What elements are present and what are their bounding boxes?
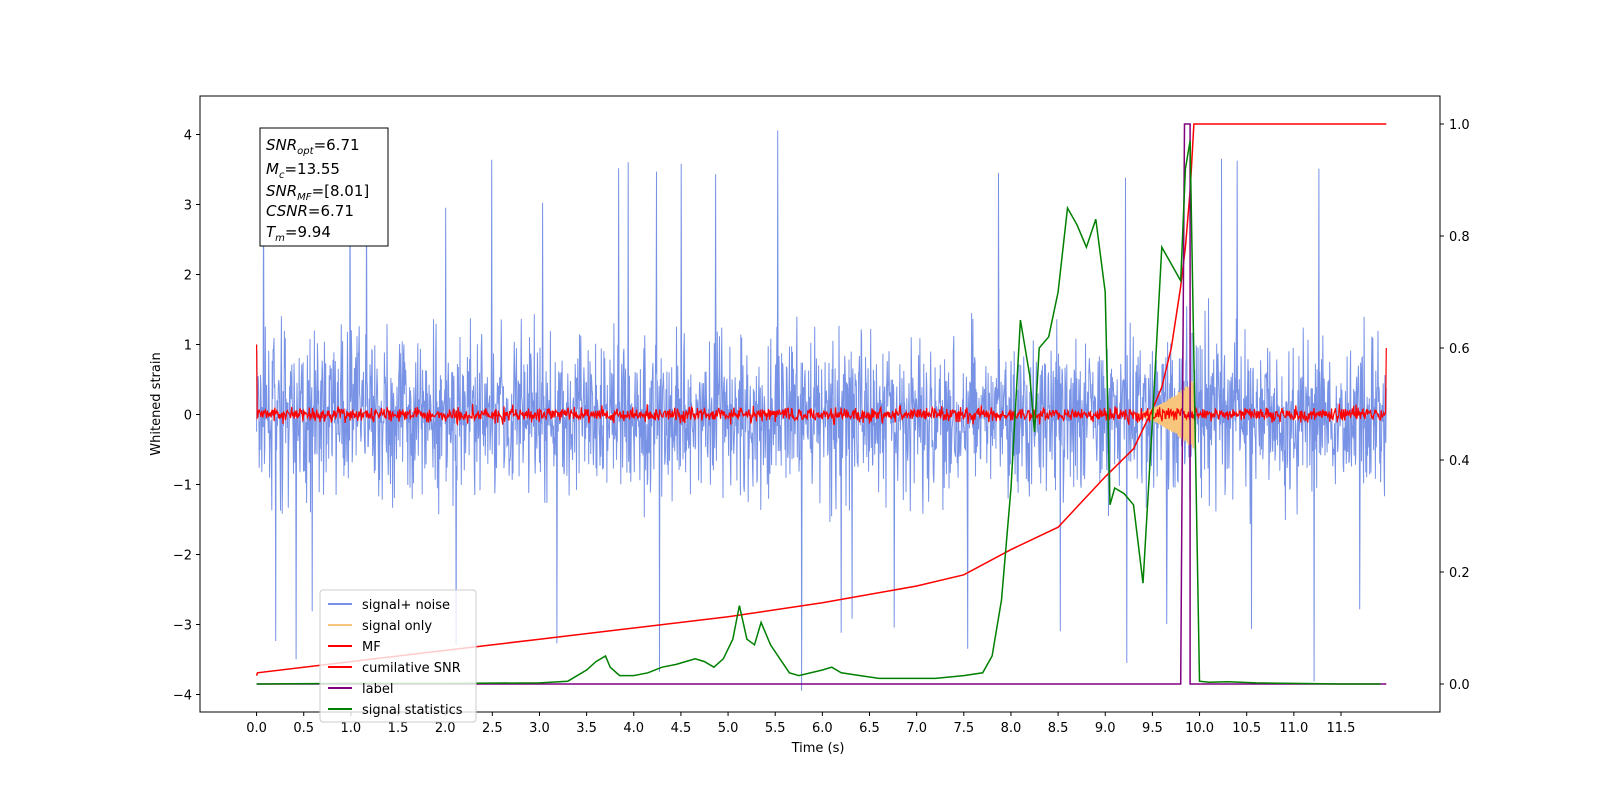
y-tick-label: 1 bbox=[184, 339, 192, 354]
y-tick-label: 0 bbox=[184, 409, 192, 424]
x-tick-label: 8.0 bbox=[1001, 721, 1022, 736]
legend-label: signal statistics bbox=[362, 703, 463, 718]
annotation-snr-opt: SNRopt=6.71 bbox=[266, 136, 360, 157]
x-tick-label: 7.5 bbox=[953, 721, 974, 736]
x-tick-label: 3.5 bbox=[576, 721, 597, 736]
x-axis-label: Time (s) bbox=[791, 741, 845, 756]
plot-frame bbox=[199, 95, 1441, 713]
legend-label: signal only bbox=[362, 619, 432, 634]
x-tick-label: 10.5 bbox=[1232, 721, 1261, 736]
x-tick-label: 3.0 bbox=[529, 721, 550, 736]
y-tick-label: 3 bbox=[184, 199, 192, 214]
y2-tick-label: 0.4 bbox=[1449, 454, 1470, 469]
x-tick-label: 0.0 bbox=[246, 721, 267, 736]
x-tick-label: 10.0 bbox=[1185, 721, 1214, 736]
mf-line bbox=[256, 344, 1387, 427]
signal-statistics-line bbox=[256, 140, 1381, 685]
legend-frame bbox=[319, 589, 477, 723]
plot-area bbox=[255, 123, 1387, 691]
x-tick-label: 4.5 bbox=[671, 721, 692, 736]
x-tick-label: 6.5 bbox=[859, 721, 880, 736]
y-tick-label: −3 bbox=[173, 619, 192, 634]
legend-label: signal+ noise bbox=[362, 598, 450, 613]
x-tick-label: 4.0 bbox=[623, 721, 644, 736]
y2-tick-label: 0.2 bbox=[1449, 566, 1470, 581]
annotation-box: SNRopt=6.71 Mc=13.55 SNRMF=[8.01] CSNR=6… bbox=[259, 127, 389, 247]
label-line bbox=[256, 123, 1387, 685]
y2-tick-label: 1.0 bbox=[1449, 118, 1470, 133]
x-tick-label: 1.5 bbox=[388, 721, 409, 736]
x-tick-label: 0.5 bbox=[293, 721, 314, 736]
x-tick-label: 5.5 bbox=[765, 721, 786, 736]
y-tick-label: −1 bbox=[173, 479, 192, 494]
annotation-frame bbox=[259, 127, 389, 247]
x-tick-label: 9.5 bbox=[1142, 721, 1163, 736]
legend-items: signal+ noise signal only MF cumilative SNR… bbox=[328, 598, 463, 718]
y-tick-label: 4 bbox=[184, 129, 192, 144]
x-tick-label: 1.0 bbox=[341, 721, 362, 736]
annotation-snr-mf: SNRMF=[8.01] bbox=[266, 182, 369, 203]
x-tick-label: 11.5 bbox=[1327, 721, 1356, 736]
y-tick-label: 2 bbox=[184, 269, 192, 284]
legend-label: MF bbox=[362, 640, 381, 655]
cumulative-snr-line bbox=[255, 123, 1387, 676]
x-tick-label: 7.0 bbox=[906, 721, 927, 736]
y-axis-label: Whitened strain bbox=[149, 352, 164, 455]
y2-tick-label: 0.8 bbox=[1449, 230, 1470, 245]
x-tick-label: 9.0 bbox=[1095, 721, 1116, 736]
y2-tick-label: 0.0 bbox=[1449, 678, 1470, 693]
x-tick-label: 2.0 bbox=[435, 721, 456, 736]
annotation-tm: Tm=9.94 bbox=[266, 223, 331, 244]
signal-noise-line bbox=[256, 130, 1387, 691]
legend-label: cumilative SNR bbox=[362, 661, 461, 676]
y-tick-label: −2 bbox=[173, 549, 192, 564]
x-tick-label: 5.0 bbox=[718, 721, 739, 736]
y-tick-label: −4 bbox=[173, 689, 192, 704]
y2-tick-label: 0.6 bbox=[1449, 342, 1470, 357]
x-tick-label: 2.5 bbox=[482, 721, 503, 736]
annotation-csnr: CSNR=6.71 bbox=[266, 202, 354, 220]
legend: signal+ noise signal only MF cumilative SNR… bbox=[319, 589, 477, 723]
tick-layer: 0.0 0.5 1.0 1.5 2.0 2.5 3.0 3.5 4.0 4.5 5.0 5.5 6.0 6… bbox=[173, 118, 1470, 736]
legend-label: label bbox=[362, 682, 393, 697]
annotation-mc: Mc=13.55 bbox=[266, 160, 340, 181]
x-tick-label: 6.0 bbox=[812, 721, 833, 736]
x-tick-label: 11.0 bbox=[1279, 721, 1308, 736]
x-tick-label: 8.5 bbox=[1048, 721, 1069, 736]
